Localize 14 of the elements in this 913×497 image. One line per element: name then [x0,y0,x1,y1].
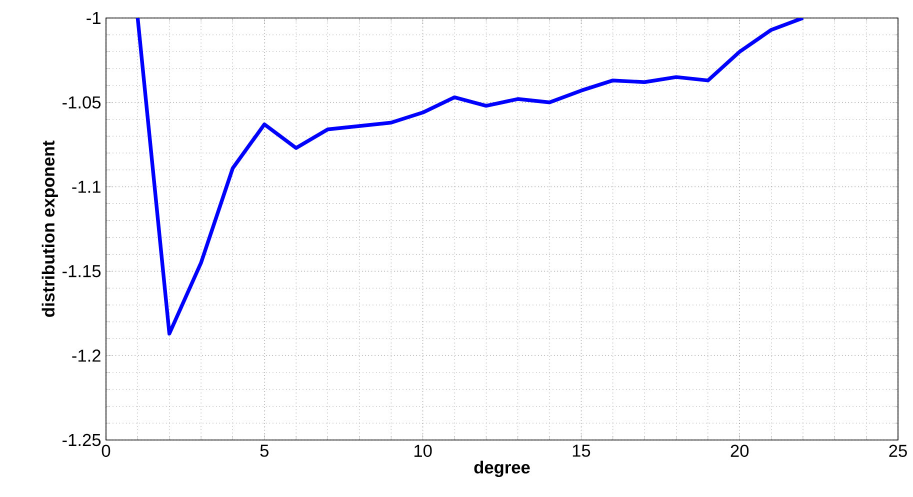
x-axis-title: degree [474,460,530,478]
x-tick-label: 20 [730,444,749,457]
y-tick-label: -1.25 [62,434,101,446]
y-tick-label: -1.2 [72,350,100,362]
y-axis-title: distribution exponent [42,140,58,317]
y-tick-label: -1.05 [62,96,101,109]
x-tick-label: 0 [102,444,110,457]
y-tick-label: -1.1 [72,180,100,193]
x-tick-label: 15 [572,444,590,457]
y-tick-label: -1.15 [62,265,101,278]
x-tick-label: 5 [260,444,268,457]
x-tick-label: 25 [889,444,907,457]
y-tick-label: -1 [86,12,100,24]
x-tick-label: 10 [414,444,432,457]
